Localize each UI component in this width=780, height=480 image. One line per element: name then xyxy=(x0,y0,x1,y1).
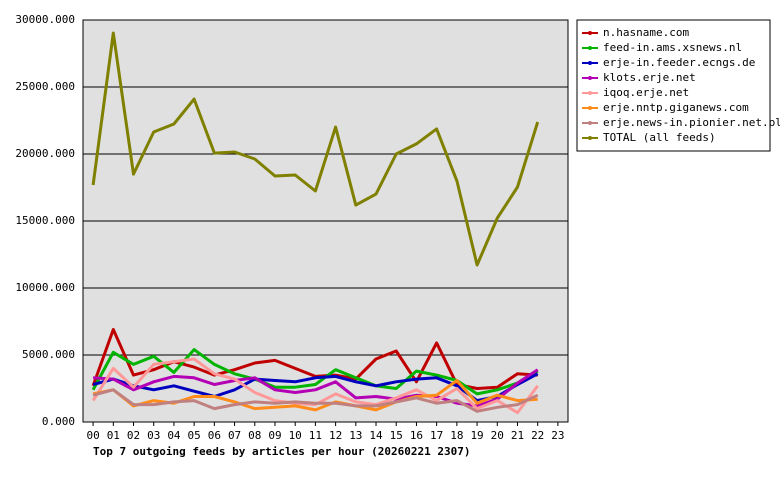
x-tick-label: 06 xyxy=(208,429,221,442)
x-tick-label: 23 xyxy=(551,429,564,442)
x-tick-label: 04 xyxy=(167,429,181,442)
legend-marker xyxy=(588,121,592,125)
x-tick-label: 17 xyxy=(430,429,443,442)
x-tick-label: 07 xyxy=(228,429,241,442)
legend-label: n.hasname.com xyxy=(603,26,689,39)
legend-marker xyxy=(588,76,592,80)
x-tick-label: 03 xyxy=(147,429,160,442)
x-tick-label: 09 xyxy=(268,429,281,442)
legend xyxy=(576,19,771,152)
series-line xyxy=(91,348,539,396)
x-tick-label: 05 xyxy=(188,429,201,442)
chart-title: Top 7 outgoing feeds by articles per hou… xyxy=(93,445,471,458)
x-tick-label: 21 xyxy=(511,429,524,442)
x-tick-label: 13 xyxy=(349,429,362,442)
x-tick-label: 18 xyxy=(450,429,463,442)
legend-marker xyxy=(588,31,592,35)
x-tick-label: 15 xyxy=(390,429,403,442)
y-tick-label: 25000.000 xyxy=(15,80,75,93)
legend-marker xyxy=(588,91,592,95)
legend-label: feed-in.ams.xsnews.nl xyxy=(603,41,742,54)
series-line xyxy=(92,388,539,413)
x-tick-label: 16 xyxy=(410,429,423,442)
x-tick-label: 10 xyxy=(289,429,302,442)
y-tick-label: 10000.000 xyxy=(15,281,75,294)
legend-label: erje-in.feeder.ecngs.de xyxy=(603,56,755,69)
y-tick-label: 30000.000 xyxy=(15,13,75,26)
x-tick-label: 20 xyxy=(491,429,504,442)
legend-label: TOTAL (all feeds) xyxy=(603,131,716,144)
x-tick-label: 12 xyxy=(329,429,342,442)
x-tick-label: 01 xyxy=(107,429,120,442)
x-tick-label: 00 xyxy=(86,429,99,442)
legend-label: erje.news-in.pionier.net.pl xyxy=(603,116,780,129)
y-tick-label: 5000.000 xyxy=(22,348,75,361)
y-tick-label: 15000.000 xyxy=(15,214,75,227)
legend-marker xyxy=(588,61,592,65)
series-line xyxy=(92,372,539,403)
legend-label: klots.erje.net xyxy=(603,71,696,84)
x-tick-label: 02 xyxy=(127,429,140,442)
x-tick-label: 19 xyxy=(470,429,483,442)
y-tick-label: 20000.000 xyxy=(15,147,75,160)
x-tick-label: 14 xyxy=(369,429,383,442)
x-tick-label: 22 xyxy=(531,429,544,442)
x-tick-label: 11 xyxy=(309,429,322,442)
legend-marker xyxy=(588,136,592,140)
legend-marker xyxy=(588,46,592,50)
plot-border xyxy=(82,19,569,423)
legend-marker xyxy=(588,106,592,110)
x-tick-label: 08 xyxy=(248,429,261,442)
legend-label: erje.nntp.giganews.com xyxy=(603,101,749,114)
legend-label: iqoq.erje.net xyxy=(603,86,689,99)
y-tick-label: 0.000 xyxy=(42,415,75,428)
series-line xyxy=(91,31,540,267)
